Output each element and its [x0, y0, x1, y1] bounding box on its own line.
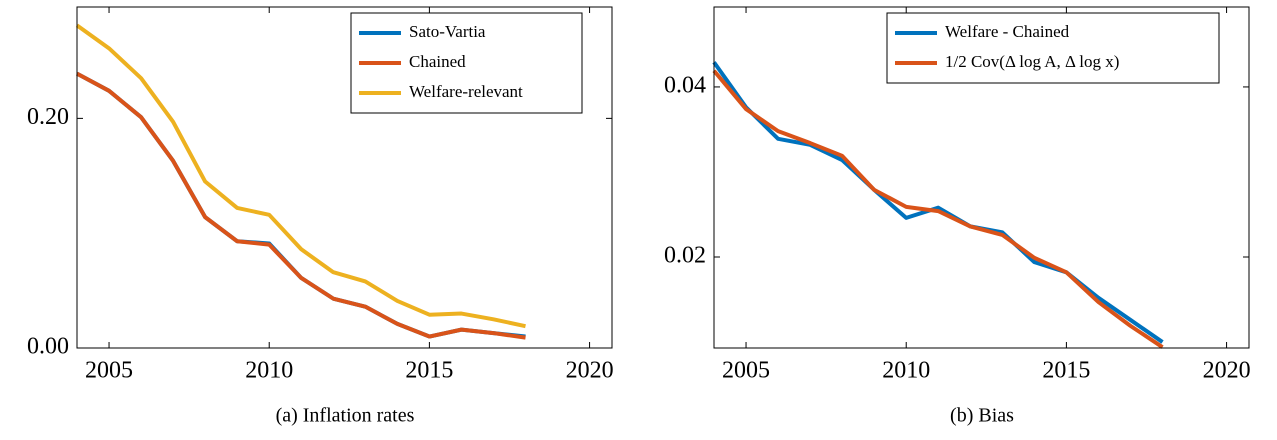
y-tick-label: 0.20 [27, 104, 69, 130]
x-tick-label: 2005 [85, 358, 133, 384]
legend-label: Welfare - Chained [945, 22, 1070, 41]
y-tick-label: 0.02 [664, 243, 706, 269]
x-tick-label: 2015 [405, 358, 453, 384]
caption: (a) Inflation rates [276, 405, 415, 427]
legend-label: Welfare-relevant [409, 82, 523, 101]
series-line [712, 61, 1164, 344]
series-line [76, 71, 526, 340]
legend-label: 1/2 Cov(Δ log A, Δ log x) [945, 52, 1119, 71]
plot-frame [713, 6, 1250, 349]
y-tick-label: 0.00 [27, 334, 69, 360]
legend-label: Sato-Vartia [409, 22, 486, 41]
series-line [75, 23, 526, 329]
plot-frame [76, 6, 613, 349]
series-line [712, 69, 1164, 349]
x-tick-label: 2005 [722, 358, 770, 384]
caption: (b) Bias [950, 405, 1014, 427]
legend-box [886, 12, 1220, 84]
legend-label: Chained [409, 52, 466, 71]
y-tick-label: 0.04 [664, 72, 706, 98]
x-tick-label: 2015 [1042, 358, 1090, 384]
x-tick-label: 2010 [245, 358, 293, 384]
x-tick-label: 2020 [566, 358, 614, 384]
x-tick-label: 2020 [1203, 358, 1251, 384]
x-tick-label: 2010 [882, 358, 930, 384]
